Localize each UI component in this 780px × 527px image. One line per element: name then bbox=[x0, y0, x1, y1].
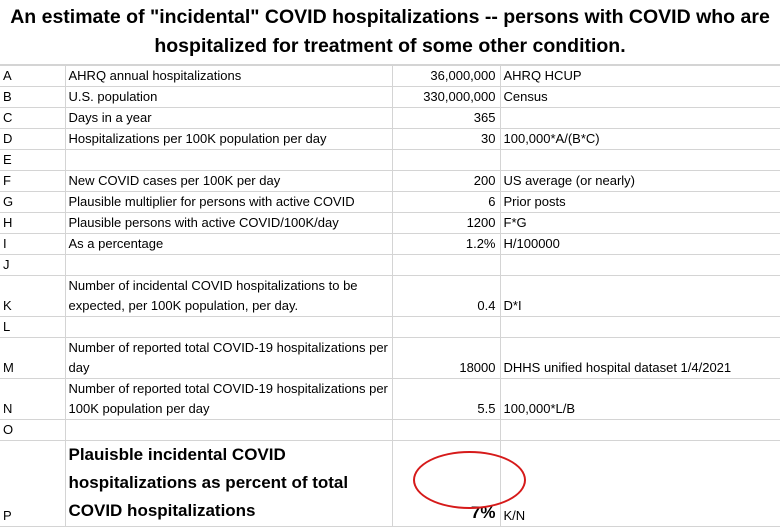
row-value[interactable] bbox=[391, 149, 501, 171]
table-row: B U.S. population 330,000,000 Census bbox=[0, 86, 780, 108]
table-row: H Plausible persons with active COVID/10… bbox=[0, 212, 780, 234]
row-description[interactable]: AHRQ annual hospitalizations bbox=[64, 65, 393, 87]
row-label[interactable]: L bbox=[0, 316, 66, 338]
sheet-title: An estimate of "incidental" COVID hospit… bbox=[0, 0, 780, 65]
row-label[interactable]: F bbox=[0, 170, 66, 192]
row-description[interactable]: Hospitalizations per 100K population per… bbox=[64, 128, 393, 150]
data-table: A AHRQ annual hospitalizations 36,000,00… bbox=[0, 65, 780, 527]
row-label[interactable]: B bbox=[0, 86, 66, 108]
row-label[interactable]: I bbox=[0, 233, 66, 255]
row-note[interactable]: AHRQ HCUP bbox=[499, 65, 780, 87]
row-note[interactable] bbox=[499, 149, 780, 171]
row-value[interactable] bbox=[391, 316, 501, 338]
row-label[interactable]: M bbox=[0, 337, 66, 379]
row-value[interactable]: 36,000,000 bbox=[391, 65, 501, 87]
row-note[interactable]: DHHS unified hospital dataset 1/4/2021 bbox=[499, 337, 780, 379]
row-note[interactable] bbox=[499, 419, 780, 441]
row-note[interactable]: H/100000 bbox=[499, 233, 780, 255]
row-value[interactable]: 365 bbox=[391, 107, 501, 129]
table-row: D Hospitalizations per 100K population p… bbox=[0, 128, 780, 150]
row-note[interactable] bbox=[499, 316, 780, 338]
row-label[interactable]: O bbox=[0, 419, 66, 441]
row-description[interactable] bbox=[64, 419, 393, 441]
row-value[interactable]: 200 bbox=[391, 170, 501, 192]
row-label[interactable]: H bbox=[0, 212, 66, 234]
row-label[interactable]: E bbox=[0, 149, 66, 171]
row-label[interactable]: J bbox=[0, 254, 66, 276]
table-row: P Plauisble incidental COVID hospitaliza… bbox=[0, 440, 780, 527]
row-value[interactable]: 7% bbox=[391, 440, 501, 527]
row-description[interactable]: Plausible multiplier for persons with ac… bbox=[64, 191, 393, 213]
row-label[interactable]: C bbox=[0, 107, 66, 129]
row-description[interactable]: Number of reported total COVID-19 hospit… bbox=[64, 337, 393, 379]
row-description[interactable] bbox=[64, 316, 393, 338]
title-line-1: An estimate of "incidental" COVID hospit… bbox=[10, 6, 770, 28]
row-description[interactable]: As a percentage bbox=[64, 233, 393, 255]
table-row: C Days in a year 365 bbox=[0, 107, 780, 129]
table-row: I As a percentage 1.2% H/100000 bbox=[0, 233, 780, 255]
table-row: G Plausible multiplier for persons with … bbox=[0, 191, 780, 213]
row-note[interactable]: Prior posts bbox=[499, 191, 780, 213]
table-row: L bbox=[0, 316, 780, 338]
row-value[interactable]: 6 bbox=[391, 191, 501, 213]
table-row: F New COVID cases per 100K per day 200 U… bbox=[0, 170, 780, 192]
table-row: E bbox=[0, 149, 780, 171]
title-line-2: hospitalized for treatment of some other… bbox=[154, 35, 626, 57]
row-value[interactable]: 1.2% bbox=[391, 233, 501, 255]
row-label[interactable]: P bbox=[0, 440, 66, 527]
table-row: M Number of reported total COVID-19 hosp… bbox=[0, 337, 780, 379]
table-row: K Number of incidental COVID hospitaliza… bbox=[0, 275, 780, 317]
row-value[interactable]: 0.4 bbox=[391, 275, 501, 317]
table-row: J bbox=[0, 254, 780, 276]
row-value[interactable]: 1200 bbox=[391, 212, 501, 234]
row-value[interactable]: 18000 bbox=[391, 337, 501, 379]
row-value[interactable]: 5.5 bbox=[391, 378, 501, 420]
row-value[interactable] bbox=[391, 419, 501, 441]
row-label[interactable]: D bbox=[0, 128, 66, 150]
row-description[interactable]: U.S. population bbox=[64, 86, 393, 108]
row-description[interactable]: Plausible persons with active COVID/100K… bbox=[64, 212, 393, 234]
row-label[interactable]: A bbox=[0, 65, 66, 87]
row-note[interactable] bbox=[499, 254, 780, 276]
row-note[interactable]: US average (or nearly) bbox=[499, 170, 780, 192]
row-note[interactable]: Census bbox=[499, 86, 780, 108]
row-note[interactable]: K/N bbox=[499, 440, 780, 527]
row-description[interactable] bbox=[64, 149, 393, 171]
row-note[interactable] bbox=[499, 107, 780, 129]
table-row: O bbox=[0, 419, 780, 441]
row-description[interactable] bbox=[64, 254, 393, 276]
row-label[interactable]: G bbox=[0, 191, 66, 213]
row-description[interactable]: Number of reported total COVID-19 hospit… bbox=[64, 378, 393, 420]
row-note[interactable]: D*I bbox=[499, 275, 780, 317]
row-note[interactable]: 100,000*L/B bbox=[499, 378, 780, 420]
row-note[interactable]: 100,000*A/(B*C) bbox=[499, 128, 780, 150]
row-label[interactable]: K bbox=[0, 275, 66, 317]
table-row: N Number of reported total COVID-19 hosp… bbox=[0, 378, 780, 420]
row-value[interactable]: 330,000,000 bbox=[391, 86, 501, 108]
row-value[interactable] bbox=[391, 254, 501, 276]
row-description[interactable]: Days in a year bbox=[64, 107, 393, 129]
row-description[interactable]: New COVID cases per 100K per day bbox=[64, 170, 393, 192]
row-value[interactable]: 30 bbox=[391, 128, 501, 150]
row-description[interactable]: Plauisble incidental COVID hospitalizati… bbox=[64, 440, 393, 527]
row-description[interactable]: Number of incidental COVID hospitalizati… bbox=[64, 275, 393, 317]
table-row: A AHRQ annual hospitalizations 36,000,00… bbox=[0, 65, 780, 87]
row-note[interactable]: F*G bbox=[499, 212, 780, 234]
row-label[interactable]: N bbox=[0, 378, 66, 420]
